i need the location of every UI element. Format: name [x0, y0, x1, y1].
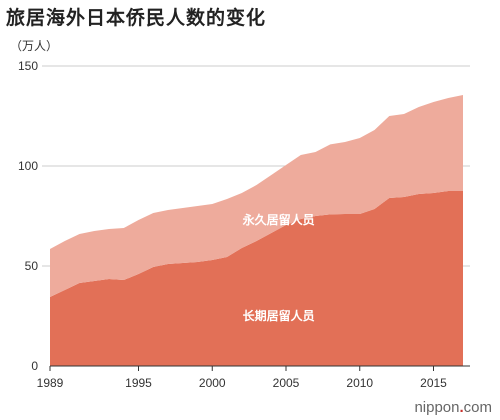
y-tick-label: 100: [18, 159, 38, 173]
series-label-permanent: 永久居留人员: [242, 212, 315, 227]
axes: 0 50 100 150 1989 1995 2000 2005 2010 2015: [18, 59, 470, 390]
series-label-long-term: 长期居留人员: [243, 308, 315, 323]
y-axis-unit: （万人）: [10, 39, 59, 53]
x-tick-label: 1989: [37, 376, 64, 390]
x-tick-label: 2010: [346, 376, 373, 390]
y-tick-label: 0: [31, 359, 38, 373]
brand-suffix: com: [463, 399, 492, 416]
chart-title: 旅居海外日本侨民人数的变化: [6, 7, 267, 29]
brand-dot: .: [459, 399, 464, 416]
y-tick-label: 150: [18, 59, 38, 73]
x-tick-label: 1995: [125, 376, 152, 390]
area-series: [50, 95, 463, 366]
x-tick-label: 2005: [273, 376, 300, 390]
x-tick-label: 2015: [420, 376, 447, 390]
x-tick-label: 2000: [199, 376, 226, 390]
y-tick-label: 50: [25, 259, 39, 273]
area-series-long-term: [50, 191, 463, 366]
area-series-permanent: [50, 95, 463, 297]
brand-prefix: nippon: [414, 399, 460, 416]
brand-logo: nippon.com: [414, 399, 492, 416]
